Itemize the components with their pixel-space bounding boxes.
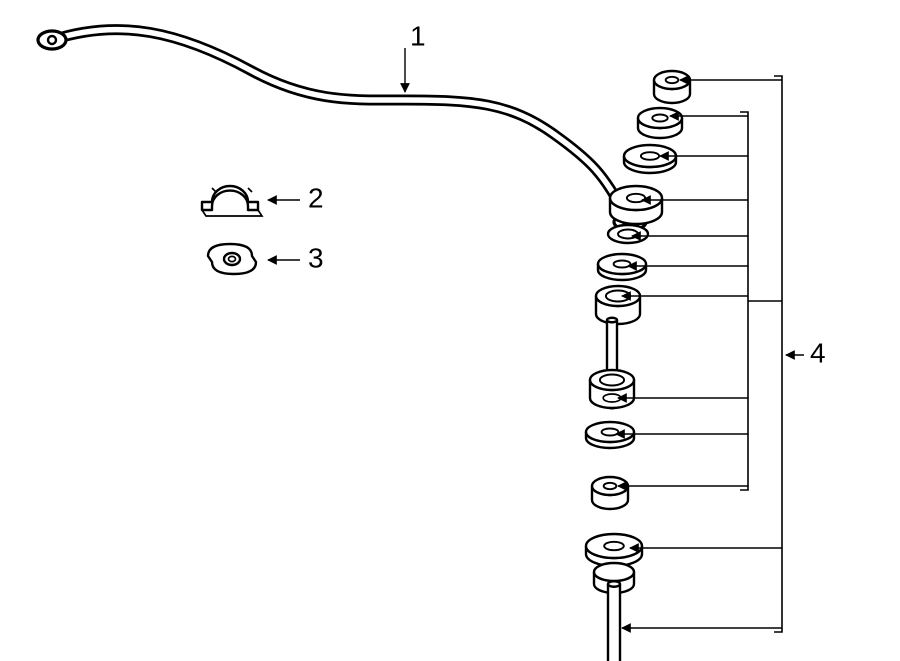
leaders-layer [268,48,804,628]
callout-label-1: 1 [410,20,426,51]
callout-label-4: 4 [810,337,826,368]
parts-diagram: 1 2 3 4 [0,0,900,661]
link-kit-stack [586,71,690,661]
callout-label-3: 3 [308,242,324,273]
stabilizer-bar [38,30,646,230]
bracket-clamp [202,186,262,216]
parts-layer [38,30,690,661]
callout-label-2: 2 [308,182,324,213]
bushing [208,244,256,274]
